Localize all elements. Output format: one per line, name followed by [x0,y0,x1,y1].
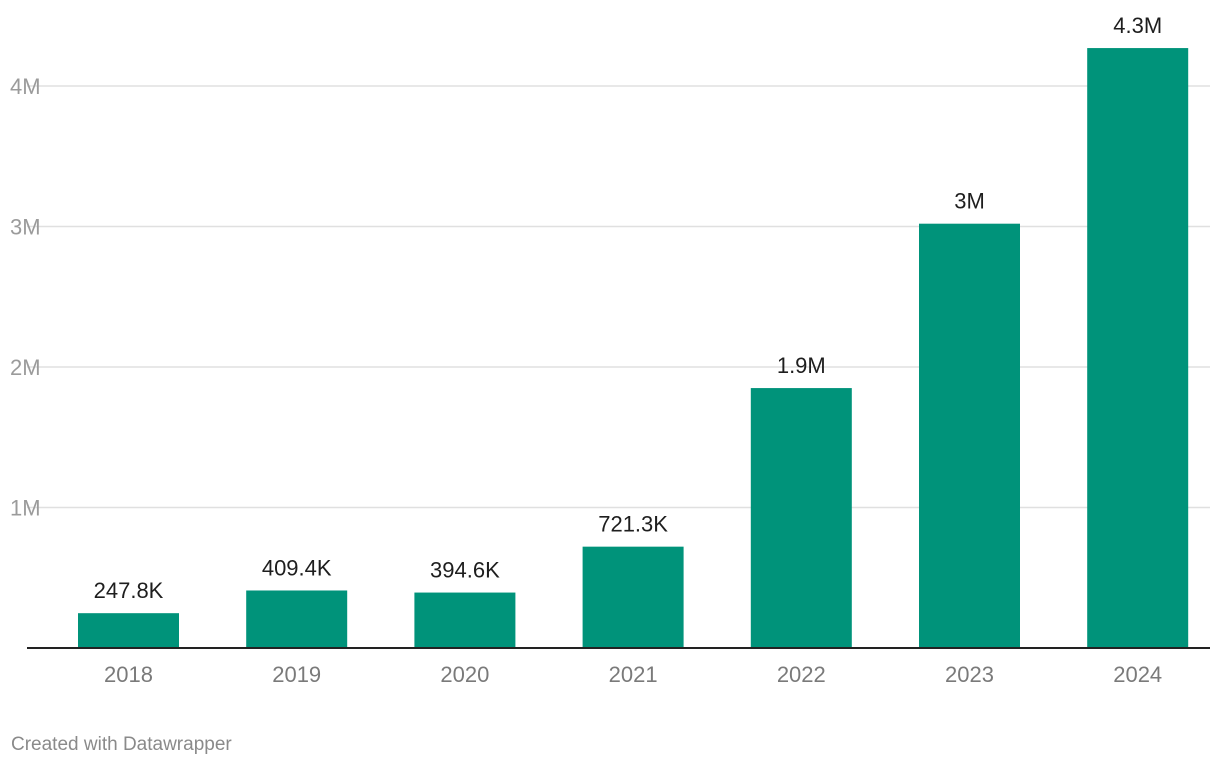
bar [246,590,348,648]
data-label: 3M [954,189,985,214]
bar [582,546,684,648]
data-label: 409.4K [262,555,332,580]
x-tick-label: 2021 [609,662,658,687]
gridlines [27,85,1210,509]
x-tick-label: 2024 [1113,662,1162,687]
data-label: 721.3K [598,512,668,537]
data-label: 394.6K [430,558,500,583]
x-tick-label: 2020 [440,662,489,687]
x-axis-ticks: 2018 2019 2020 2021 2022 2023 2024 [104,662,1162,687]
y-tick-label: 4M [10,74,41,99]
x-tick-label: 2019 [272,662,321,687]
bar [1087,48,1189,648]
x-tick-label: 2023 [945,662,994,687]
y-tick-label: 1M [10,496,41,521]
bars [78,48,1189,648]
data-label: 1.9M [777,353,826,378]
y-axis-ticks: 1M 2M 3M 4M [10,74,41,521]
data-labels: 247.8K 409.4K 394.6K 721.3K 1.9M 3M 4.3M [94,13,1163,603]
bar [414,592,516,648]
y-tick-label: 2M [10,355,41,380]
bar [919,223,1020,648]
x-tick-label: 2018 [104,662,153,687]
data-label: 247.8K [94,578,164,603]
y-tick-label: 3M [10,215,41,240]
bar [78,613,179,648]
credit-text: Created with Datawrapper [11,734,232,755]
bar-chart: 1M 2M 3M 4M 247.8K 409.4K 394.6K 721.3K 1.9M 3M 4… [10,13,1210,687]
data-label: 4.3M [1113,13,1162,38]
x-tick-label: 2022 [777,662,826,687]
bar [750,388,852,648]
